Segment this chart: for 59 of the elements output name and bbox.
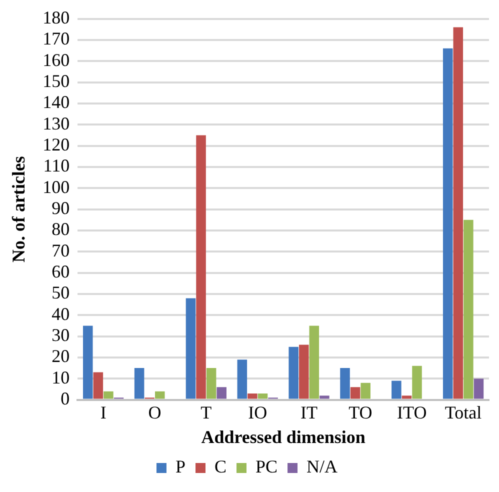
y-tick-label: 80 (52, 219, 70, 240)
y-tick-label: 10 (52, 367, 70, 388)
bar (360, 382, 370, 399)
y-tick-label: 120 (42, 134, 70, 155)
y-tick-label: 40 (52, 304, 70, 324)
bar (186, 298, 196, 399)
y-tick-label: 50 (52, 282, 70, 303)
legend-label: P (175, 456, 186, 477)
bar (309, 326, 320, 399)
y-tick-label: 20 (52, 346, 70, 366)
legend-label: C (214, 456, 227, 477)
bar (154, 391, 165, 399)
bar (464, 220, 474, 399)
bar (298, 344, 309, 399)
y-axis-title: No. of articles (8, 156, 28, 263)
bar (237, 360, 248, 399)
y-tick-label: 100 (42, 176, 70, 197)
y-tick-label: 140 (42, 92, 70, 112)
legend-label: N/A (306, 456, 338, 477)
x-tick-label: T (200, 402, 212, 422)
y-tick-label: 70 (52, 240, 70, 260)
bar (134, 368, 144, 399)
y-tick-label: 130 (42, 113, 70, 134)
bar (402, 396, 412, 399)
x-tick-label: ITO (397, 402, 427, 422)
y-tick-label: 110 (43, 156, 70, 176)
legend-label: PC (256, 456, 278, 477)
x-tick-label: IO (248, 402, 268, 422)
bar (93, 372, 104, 399)
bar (474, 378, 484, 399)
y-tick-label: 180 (42, 8, 70, 28)
bar (196, 135, 206, 399)
x-axis-title: Addressed dimension (201, 426, 366, 447)
bar (216, 387, 226, 399)
y-tick-label: 160 (42, 50, 70, 70)
bar (350, 387, 360, 399)
bar (442, 48, 453, 399)
y-tick-label: 60 (52, 262, 70, 282)
y-tick-label: 0 (60, 388, 70, 409)
bar (258, 393, 268, 399)
bar (453, 27, 464, 399)
bar (248, 393, 258, 399)
y-tick-label: 30 (52, 325, 70, 346)
bar (104, 391, 114, 399)
x-tick-label: Total (444, 402, 482, 422)
bar (83, 326, 93, 399)
y-tick-label: 150 (42, 71, 70, 92)
x-tick-label: I (100, 402, 106, 422)
y-tick-label: 90 (52, 198, 70, 218)
bar (206, 368, 216, 399)
x-tick-label: IT (300, 402, 318, 422)
bar (288, 346, 298, 399)
bar (340, 368, 350, 399)
bar (320, 396, 330, 399)
x-tick-label: O (148, 402, 162, 422)
x-tick-label: TO (348, 402, 372, 422)
bar (392, 380, 402, 399)
y-tick-label: 170 (42, 28, 70, 49)
bar (412, 366, 422, 399)
